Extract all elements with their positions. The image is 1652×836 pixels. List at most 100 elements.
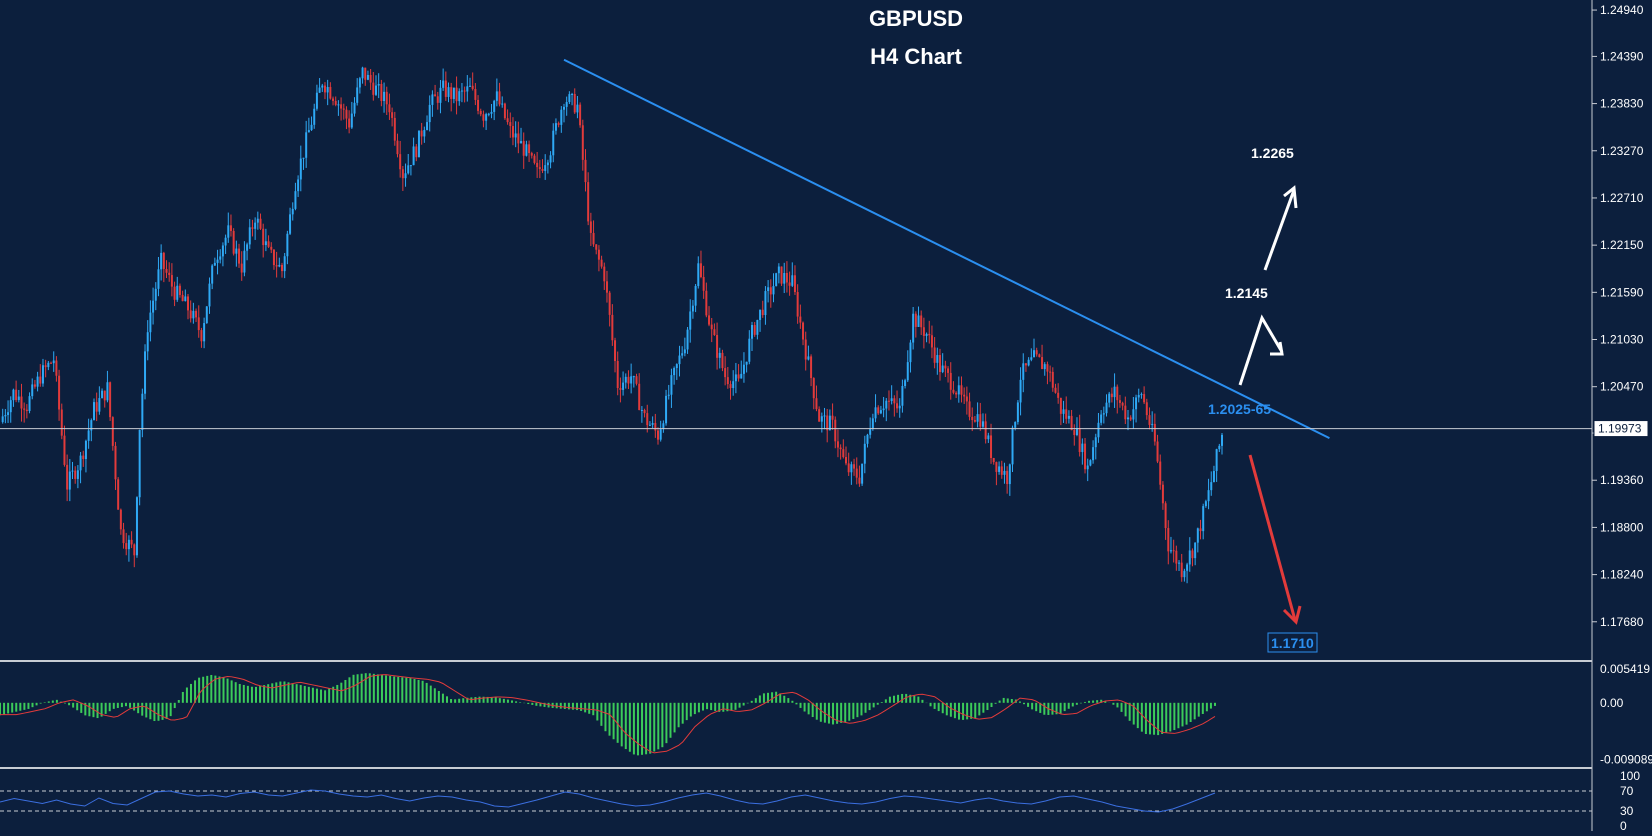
candle-body (1167, 528, 1170, 552)
candle-body (267, 241, 270, 247)
candle-body (238, 248, 241, 264)
candle-body (981, 421, 984, 427)
candle-body (385, 91, 388, 105)
candle-body (909, 342, 912, 363)
candle-body (914, 313, 917, 327)
candle-body (670, 375, 673, 395)
candle-body (882, 408, 885, 411)
candle-body (417, 130, 420, 158)
candle-body (337, 104, 340, 106)
candle-body (412, 146, 415, 166)
candle-body (845, 457, 847, 464)
candle-body (506, 118, 509, 123)
candle-body (775, 273, 778, 287)
candle-body (686, 329, 689, 350)
candle-body (455, 87, 458, 102)
candle-body (509, 122, 512, 127)
candle-body (823, 415, 826, 417)
candle-body (1067, 415, 1070, 419)
candle-body (764, 291, 767, 316)
macd-tick-label: 0.00 (1600, 696, 1624, 710)
candle-body (1199, 528, 1202, 532)
candle-body (713, 329, 716, 336)
candle-body (855, 468, 858, 478)
macd-tick-label: 0.005419 (1600, 662, 1650, 676)
price-tick-label: 1.22150 (1600, 238, 1644, 252)
candle-body (307, 130, 310, 133)
candle-body (366, 74, 369, 80)
candle-body (675, 364, 678, 369)
candle-body (737, 374, 740, 379)
candle-body (192, 310, 195, 319)
candle-body (243, 250, 246, 273)
candle-body (1156, 441, 1159, 462)
candle-body (28, 396, 31, 411)
rsi-tick-label: 0 (1620, 819, 1627, 831)
candle-body (4, 415, 7, 417)
candle-body (955, 392, 958, 395)
candle-body (36, 376, 39, 387)
candle-body (479, 110, 482, 115)
candle-body (912, 313, 915, 343)
candle-body (426, 122, 429, 131)
candle-body (812, 378, 815, 399)
candle-body (511, 126, 514, 138)
candle-body (1194, 542, 1197, 559)
candle-body (971, 416, 974, 421)
candle-body (683, 349, 686, 354)
candle-body (501, 103, 504, 105)
candle-body (1108, 393, 1111, 403)
candle-body (777, 266, 780, 274)
rsi-tick-label: 70 (1620, 784, 1634, 798)
support-label-box (1267, 632, 1318, 653)
candle-body (1116, 386, 1119, 401)
candle-body (173, 286, 176, 300)
candle-body (648, 424, 651, 426)
candle-body (742, 364, 745, 374)
candle-body (554, 123, 557, 131)
candle-body (965, 396, 968, 402)
candle-body (1164, 503, 1167, 529)
candle-body (420, 130, 423, 137)
candle-body (25, 409, 28, 411)
candle-body (55, 360, 58, 376)
candle-body (334, 100, 337, 105)
candle-body (246, 244, 249, 251)
candle-body (340, 104, 343, 109)
candle-body (1049, 371, 1052, 373)
candle-body (565, 102, 568, 107)
candle-body (922, 327, 925, 336)
candle-body (313, 108, 316, 125)
candle-body (624, 376, 627, 383)
candle-body (1100, 414, 1103, 423)
candle-body (1110, 393, 1113, 398)
candle-body (229, 225, 232, 231)
candle-body (1006, 470, 1009, 485)
resistance-label: 1.2025-65 (1208, 401, 1271, 417)
target-label-mid: 1.2145 (1225, 285, 1268, 301)
candle-body (380, 83, 383, 102)
candle-body (125, 543, 128, 550)
candle-body (1127, 417, 1129, 420)
candle-body (372, 82, 375, 95)
candle-body (595, 244, 598, 250)
price-tick-label: 1.18800 (1600, 520, 1644, 534)
candle-body (1196, 528, 1199, 543)
candle-body (638, 383, 641, 411)
candle-body (699, 263, 702, 278)
candle-body (536, 162, 539, 168)
candle-body (710, 324, 713, 330)
candle-body (208, 283, 211, 307)
candle-body (799, 316, 802, 323)
candle-body (1035, 350, 1038, 355)
candle-body (691, 305, 694, 312)
candle-body (1073, 430, 1076, 436)
candle-body (745, 361, 748, 365)
candle-body (17, 396, 20, 401)
candle-body (332, 98, 335, 101)
candle-body (152, 300, 155, 313)
candle-body (681, 353, 684, 356)
candle-body (901, 385, 904, 406)
candle-body (490, 111, 493, 114)
price-axis: 1.24940 1.24390 1.23830 1.23270 1.22710 1.221… (1592, 3, 1644, 629)
